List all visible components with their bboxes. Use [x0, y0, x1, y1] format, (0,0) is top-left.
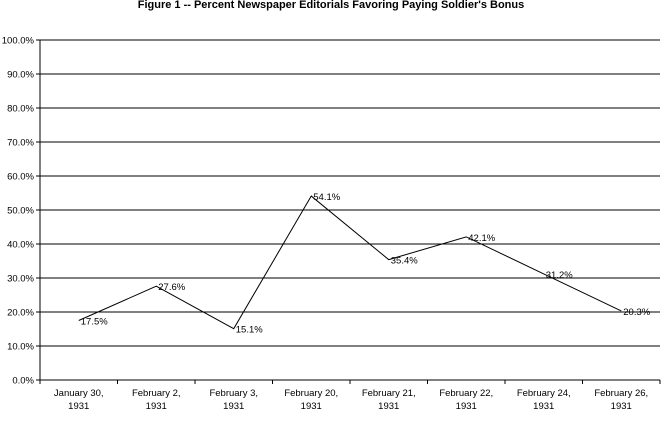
- chart-title: Figure 1 -- Percent Newspaper Editorials…: [138, 0, 524, 11]
- data-labels: 17.5% 27.6% 15.1% 54.1% 35.4% 42.1% 31.2% 20.3%: [81, 192, 651, 336]
- data-label: 15.1%: [236, 325, 263, 336]
- y-axis-ticks: 0.0% 10.0% 20.0% 30.0% 40.0% 50.0% 60.0% 70.0% 8…: [2, 36, 40, 387]
- x-tick-label: January 30, 1931: [54, 388, 104, 412]
- x-tick-label: February 2, 1931: [132, 388, 181, 412]
- series-line: [78, 195, 622, 330]
- x-tick-label: February 20, 1931: [284, 388, 338, 412]
- y-tick-label: 10.0%: [7, 342, 34, 353]
- y-tick-label: 60.0%: [7, 172, 34, 183]
- data-label: 35.4%: [391, 256, 418, 267]
- y-tick-label: 20.0%: [7, 308, 34, 319]
- series-line-layer: [78, 195, 622, 330]
- y-tick-label: 90.0%: [7, 70, 34, 81]
- y-tick-label: 0.0%: [12, 376, 34, 387]
- data-label: 20.3%: [623, 307, 650, 318]
- data-label: 27.6%: [158, 282, 185, 293]
- data-label: 17.5%: [81, 317, 108, 328]
- data-label: 54.1%: [313, 192, 340, 203]
- y-tick-label: 80.0%: [7, 104, 34, 115]
- y-tick-label: 100.0%: [2, 36, 35, 47]
- gridlines: [40, 39, 660, 347]
- x-tick-label: February 26, 1931: [594, 388, 648, 412]
- data-label: 31.2%: [546, 270, 573, 281]
- x-tick-label: February 24, 1931: [517, 388, 571, 412]
- data-label: 42.1%: [468, 233, 495, 244]
- y-tick-label: 70.0%: [7, 138, 34, 149]
- x-axis-ticks: January 30, 1931 February 2, 1931 February 3…: [39, 380, 661, 412]
- x-tick-label: February 3, 1931: [209, 388, 258, 412]
- y-tick-label: 50.0%: [7, 206, 34, 217]
- y-tick-label: 30.0%: [7, 274, 34, 285]
- x-tick-label: February 22, 1931: [439, 388, 493, 412]
- x-tick-label: February 21, 1931: [362, 388, 416, 412]
- y-tick-label: 40.0%: [7, 240, 34, 251]
